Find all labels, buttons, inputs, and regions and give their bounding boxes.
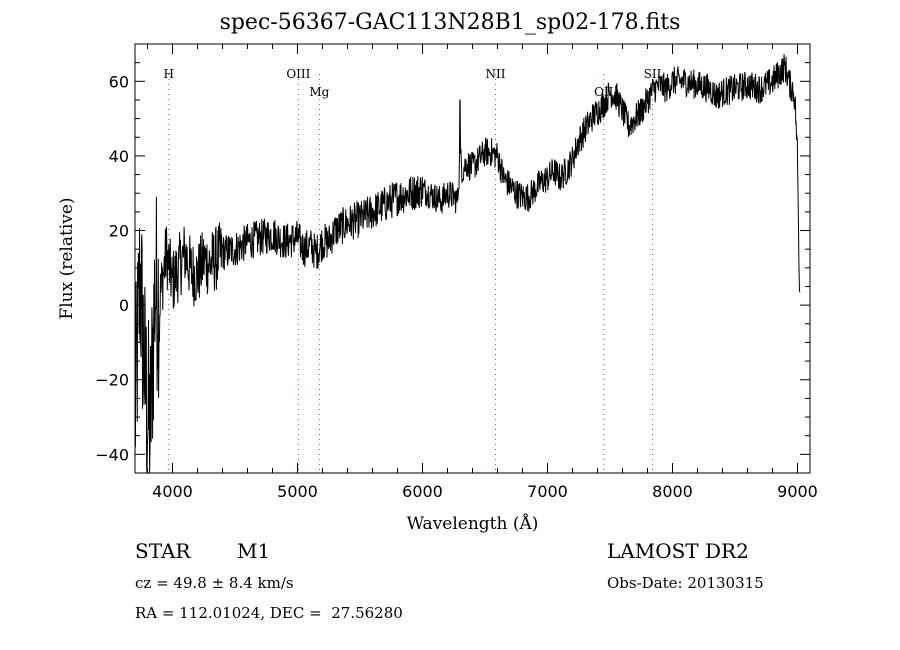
y-tick-label: 40	[109, 147, 129, 166]
obs-date-label: Obs-Date: 20130315	[607, 574, 764, 592]
x-tick-label: 8000	[652, 482, 693, 501]
line-label-h: H	[164, 67, 174, 81]
y-tick-label: −20	[95, 371, 129, 390]
spectrum-line	[134, 54, 801, 474]
line-label-mg: Mg	[309, 85, 329, 99]
x-tick-label: 5000	[277, 482, 318, 501]
y-tick-label: 20	[109, 222, 129, 241]
x-axis-label: Wavelength (Å)	[407, 513, 539, 534]
line-label-nii: NII	[486, 67, 506, 81]
line-label-sii: SII	[644, 67, 662, 81]
x-tick-label: 4000	[152, 482, 193, 501]
x-tick-label: 7000	[527, 482, 568, 501]
line-label-oiii: OIII	[286, 67, 310, 81]
x-tick-label: 6000	[402, 482, 443, 501]
x-tick-label: 9000	[777, 482, 818, 501]
survey-label: LAMOST DR2	[607, 539, 749, 563]
redshift-cz-label: cz = 49.8 ± 8.4 km/s	[135, 574, 294, 592]
ra-dec-label: RA = 112.01024, DEC = 27.56280	[135, 604, 403, 622]
chart-title: spec-56367-GAC113N28B1_sp02-178.fits	[219, 10, 681, 35]
y-tick-label: −40	[95, 445, 129, 464]
object-type-label: STAR	[135, 539, 191, 563]
y-tick-label: 60	[109, 72, 129, 91]
object-class-label: M1	[237, 539, 271, 563]
y-axis-label: Flux (relative)	[57, 197, 77, 319]
y-tick-label: 0	[119, 296, 129, 315]
